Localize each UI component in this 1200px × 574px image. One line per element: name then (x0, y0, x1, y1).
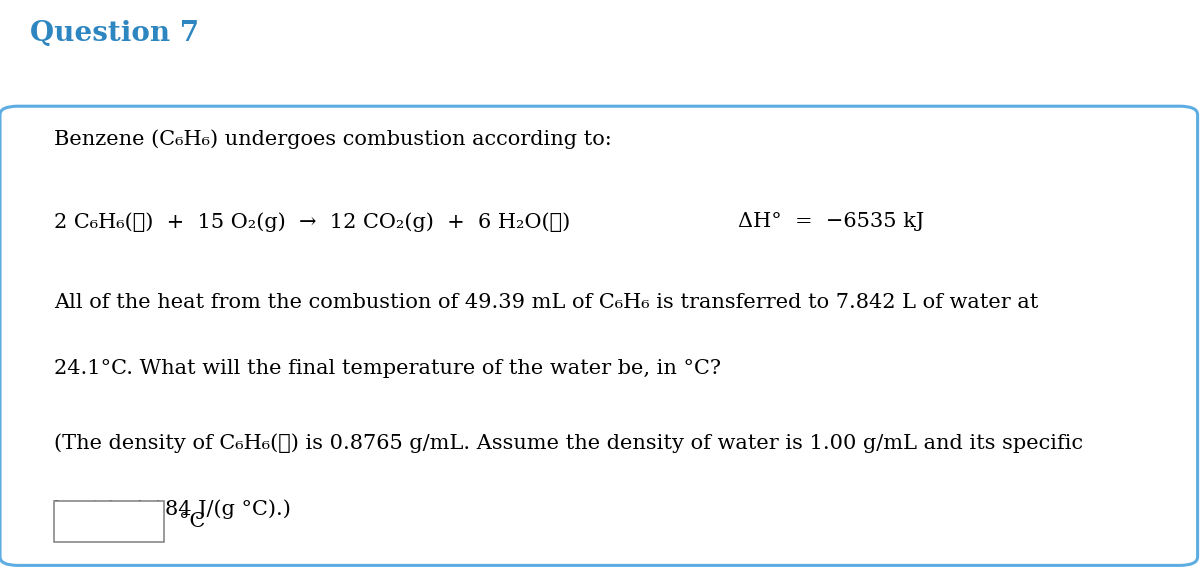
Text: All of the heat from the combustion of 49.39 mL of C₆H₆ is transferred to 7.842 : All of the heat from the combustion of 4… (54, 293, 1038, 312)
Text: 2 C₆H₆(ℓ)  +  15 O₂(g)  →  12 CO₂(g)  +  6 H₂O(ℓ): 2 C₆H₆(ℓ) + 15 O₂(g) → 12 CO₂(g) + 6 H₂O… (54, 212, 570, 232)
FancyBboxPatch shape (0, 106, 1198, 565)
Text: ΔH°  =  −6535 kJ: ΔH° = −6535 kJ (738, 212, 924, 231)
Text: (The density of C₆H₆(ℓ) is 0.8765 g/mL. Assume the density of water is 1.00 g/mL: (The density of C₆H₆(ℓ) is 0.8765 g/mL. … (54, 433, 1084, 453)
Text: Question 7: Question 7 (30, 20, 199, 47)
Text: °C: °C (179, 512, 205, 532)
Text: heat is 4.184 J/(g °C).): heat is 4.184 J/(g °C).) (54, 499, 290, 519)
Text: 24.1°C. What will the final temperature of the water be, in °C?: 24.1°C. What will the final temperature … (54, 359, 721, 378)
FancyBboxPatch shape (54, 501, 164, 542)
Text: Benzene (C₆H₆) undergoes combustion according to:: Benzene (C₆H₆) undergoes combustion acco… (54, 129, 612, 149)
